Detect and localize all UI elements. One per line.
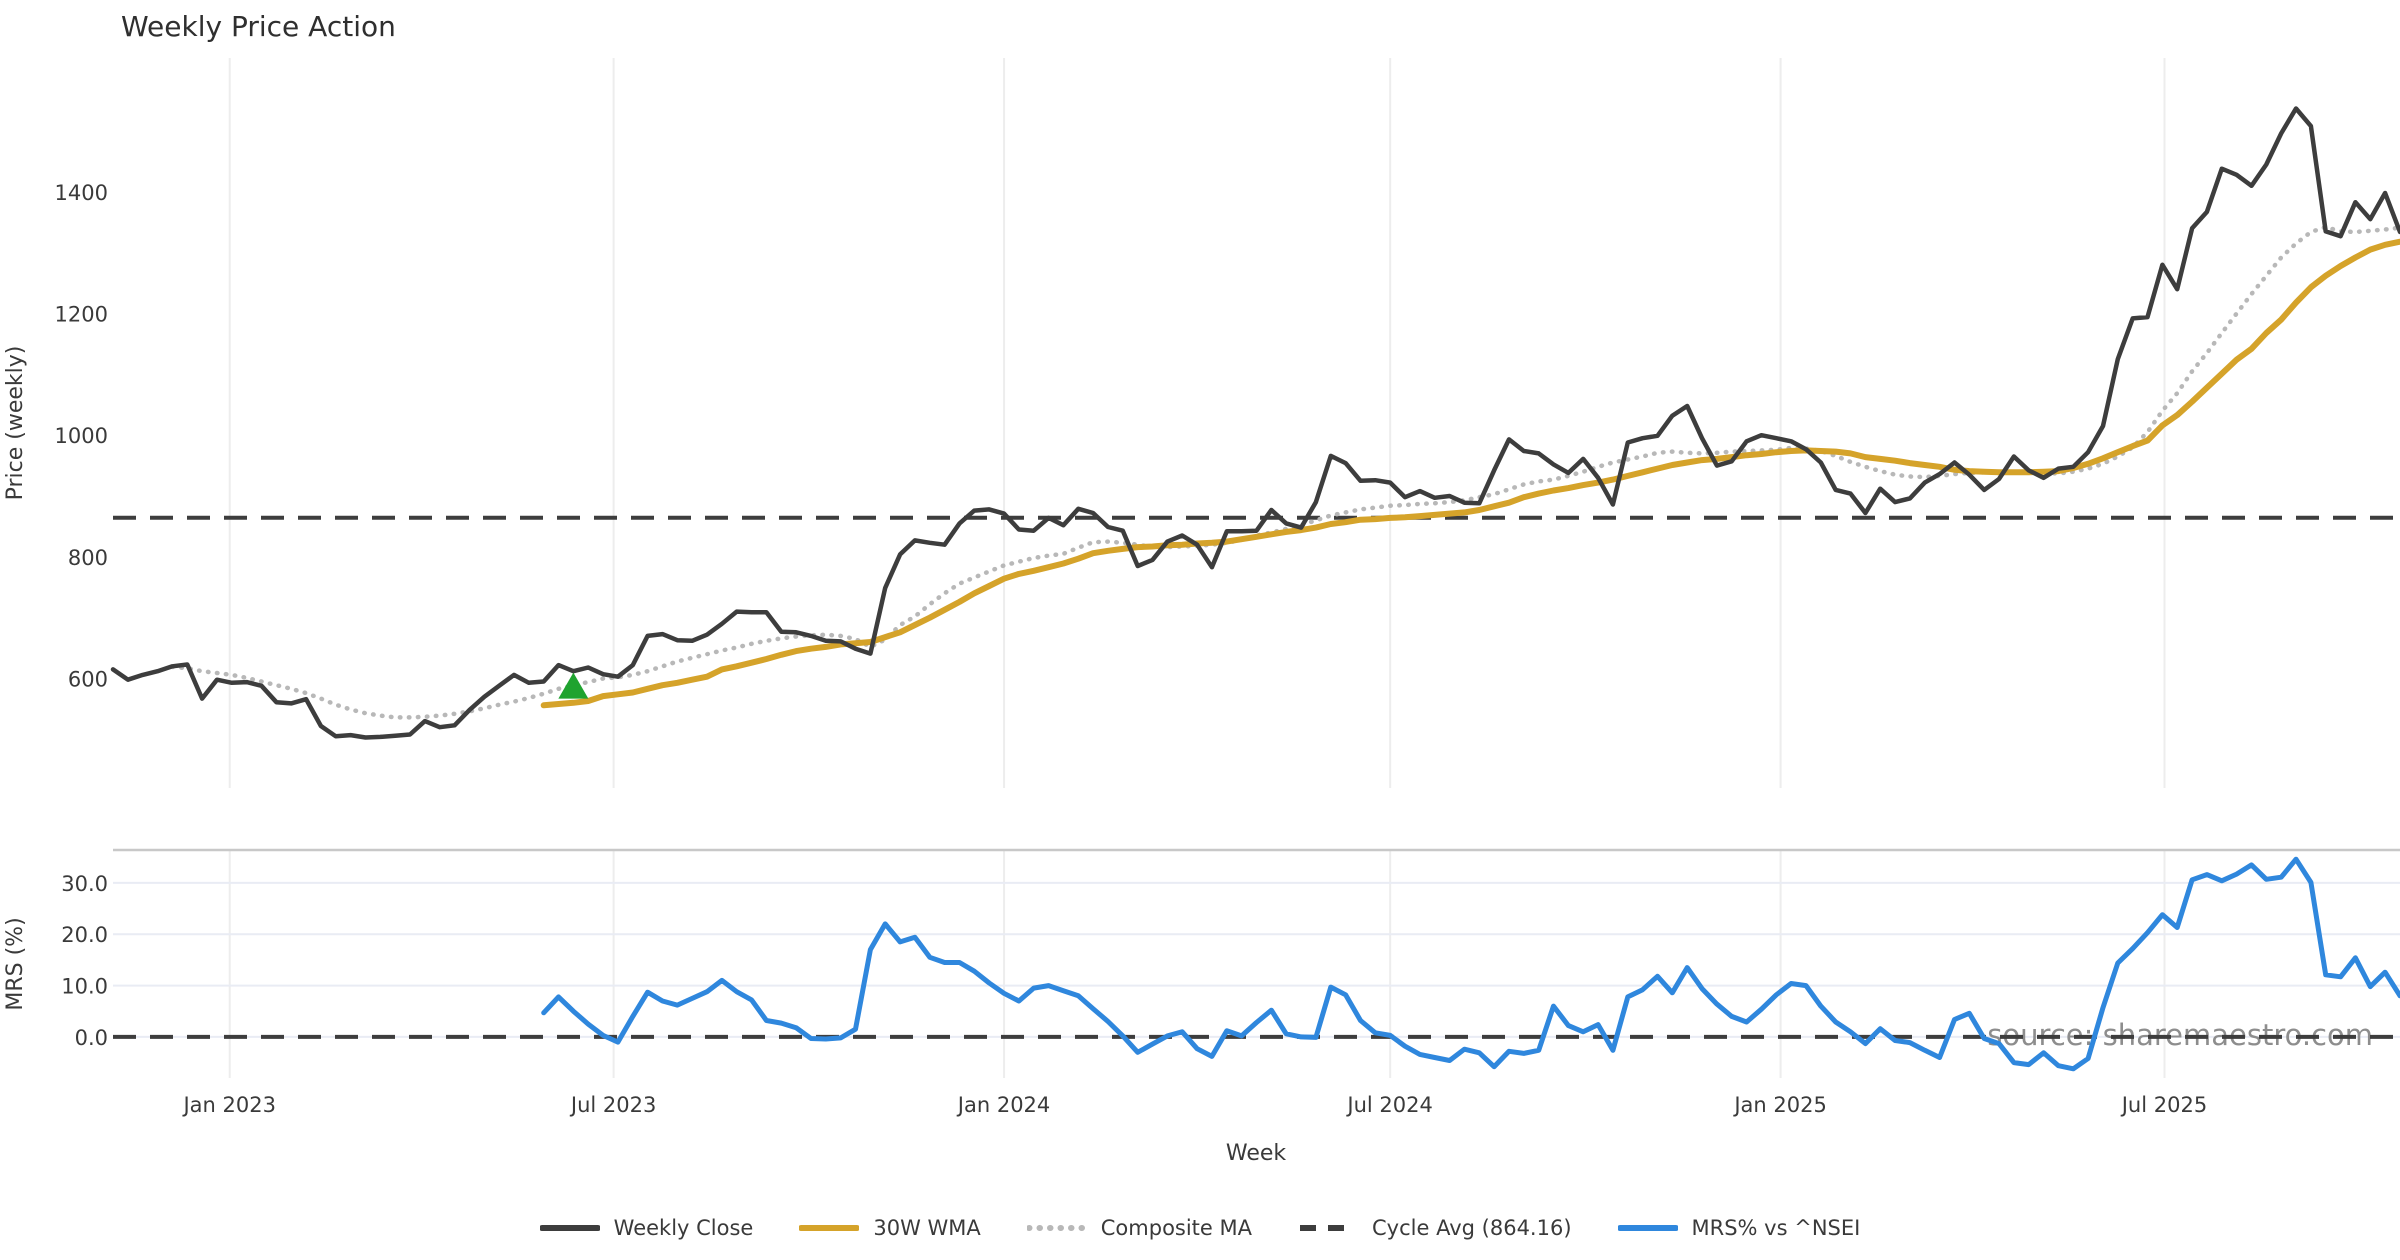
legend-label: Composite MA xyxy=(1100,1216,1253,1240)
legend-swatch xyxy=(539,1225,600,1231)
mrs-y-tick-label: 10.0 xyxy=(61,975,108,999)
price-y-tick-label: 1400 xyxy=(55,181,108,205)
series-mrs-vs-nsei xyxy=(541,856,2400,1072)
legend-label: Cycle Avg (864.16) xyxy=(1372,1216,1572,1240)
chart-legend: Weekly Close 30W WMA Composite MA Cycle Avg… xyxy=(0,1206,2400,1250)
legend-swatch xyxy=(1617,1225,1678,1231)
price-y-tick-label: 800 xyxy=(68,546,108,570)
tick-labels-layer: Jan 2023 Jul 2023 Jan 2024 Jul 2024 Jan 2025… xyxy=(55,181,2208,1117)
legend-label: Weekly Close xyxy=(613,1216,754,1240)
buy-signal-triangle-icon xyxy=(558,672,589,699)
x-tick-label: Jul 2024 xyxy=(1345,1093,1432,1117)
series-weekly-close xyxy=(110,106,2400,740)
legend-item-mrs-vs-nsei: MRS% vs ^NSEI xyxy=(1617,1216,1861,1240)
axis-labels-layer: Price (weekly) MRS (%) Week xyxy=(3,346,1286,1166)
legend-label: MRS% vs ^NSEI xyxy=(1691,1216,1861,1240)
legend-swatch xyxy=(1026,1225,1087,1231)
chart-title: Weekly Price Action xyxy=(121,10,396,43)
gridlines-layer xyxy=(113,58,2400,1078)
legend-swatch xyxy=(1300,1225,1357,1231)
series-layer xyxy=(110,106,2400,1072)
x-tick-label: Jul 2023 xyxy=(569,1093,656,1117)
price-y-tick-label: 600 xyxy=(68,668,108,692)
legend-label: 30W WMA xyxy=(873,1216,981,1240)
legend-swatch xyxy=(799,1225,860,1231)
x-axis-label: Week xyxy=(1226,1141,1287,1166)
series-30w-wma xyxy=(540,238,2400,709)
price-y-tick-label: 1000 xyxy=(55,424,108,448)
x-tick-label: Jan 2025 xyxy=(1732,1093,1827,1117)
y-axis-label-price: Price (weekly) xyxy=(3,346,28,501)
x-tick-label: Jan 2024 xyxy=(956,1093,1051,1117)
reference-lines-layer xyxy=(113,515,2400,1039)
legend-item-weekly-close: Weekly Close xyxy=(539,1216,754,1240)
legend-item-composite-ma: Composite MA xyxy=(1026,1216,1253,1240)
price-y-tick-label: 1200 xyxy=(55,303,108,327)
mrs-y-tick-label: 30.0 xyxy=(61,872,108,896)
mrs-y-tick-label: 0.0 xyxy=(75,1026,108,1050)
legend-item-30w-wma: 30W WMA xyxy=(799,1216,981,1240)
mrs-y-tick-label: 20.0 xyxy=(61,923,108,947)
legend-item-cycle-avg-864-16-: Cycle Avg (864.16) xyxy=(1298,1216,1572,1240)
y-axis-label-mrs: MRS (%) xyxy=(3,917,28,1010)
x-tick-label: Jul 2025 xyxy=(2120,1093,2207,1117)
markers-layer xyxy=(558,672,589,699)
x-tick-label: Jan 2023 xyxy=(181,1093,276,1117)
